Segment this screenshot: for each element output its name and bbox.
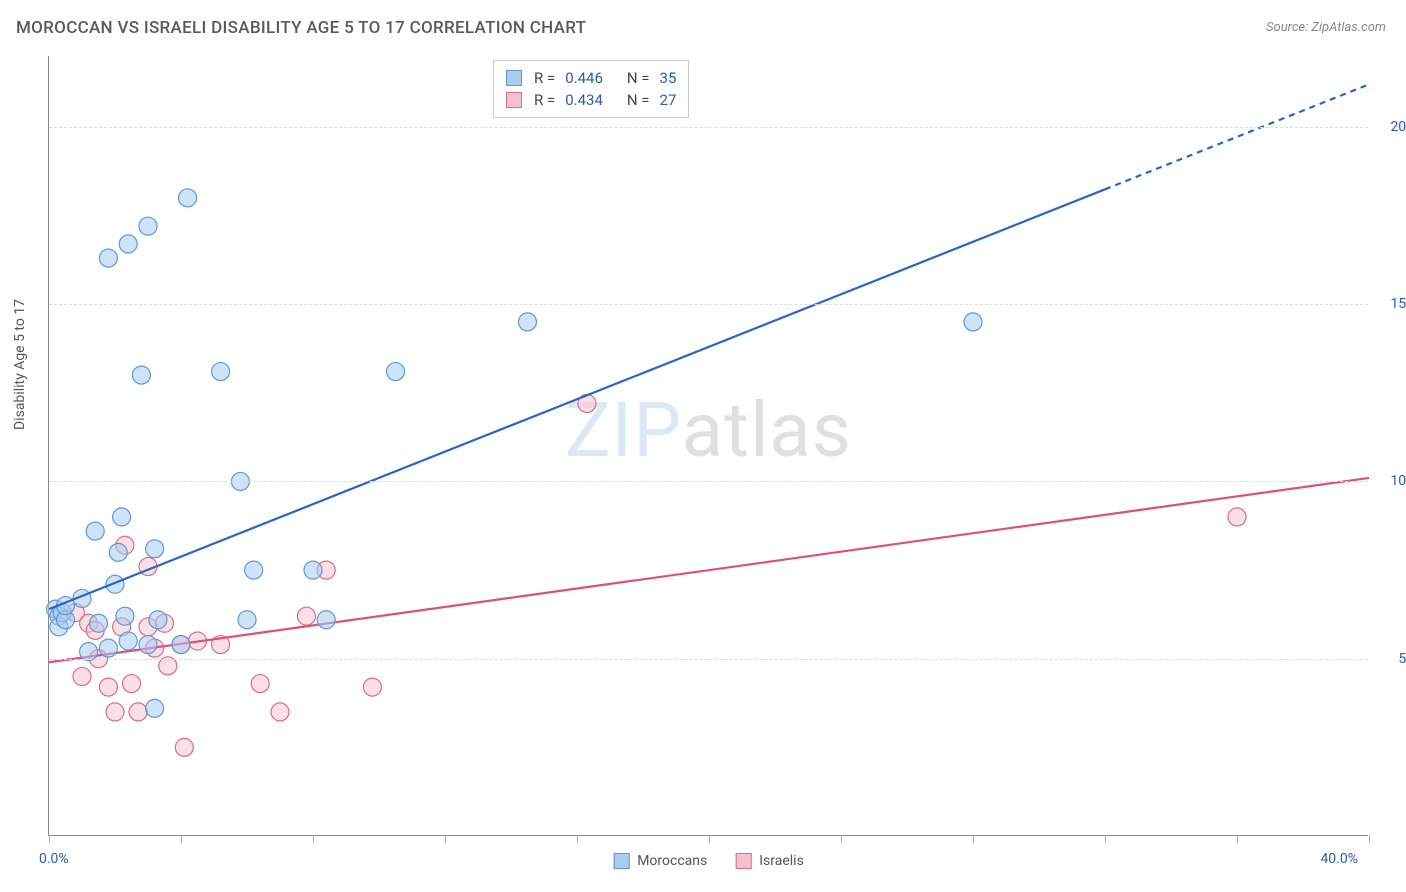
scatter-point: [387, 363, 405, 381]
scatter-point: [139, 636, 157, 654]
scatter-point: [245, 561, 263, 579]
scatter-point: [139, 217, 157, 235]
r-value-israelis: 0.434: [565, 91, 603, 109]
legend-row-israelis: R = 0.434 N = 27: [506, 89, 676, 111]
scatter-point: [212, 363, 230, 381]
x-axis-max-label: 40.0%: [1320, 851, 1358, 867]
legend-item-moroccans: Moroccans: [613, 853, 707, 869]
chart-title: MOROCCAN VS ISRAELI DISABILITY AGE 5 TO …: [16, 18, 586, 38]
scatter-point: [86, 522, 104, 540]
legend-row-moroccans: R = 0.446 N = 35: [506, 67, 676, 89]
scatter-point: [106, 703, 124, 721]
scatter-point: [129, 703, 147, 721]
scatter-point: [90, 614, 108, 632]
scatter-point: [99, 678, 117, 696]
correlation-legend: R = 0.446 N = 35 R = 0.434 N = 27: [493, 60, 689, 118]
n-label: N =: [627, 69, 650, 87]
y-tick-label: 15.0%: [1390, 296, 1406, 312]
x-tick: [577, 835, 578, 843]
y-tick-label: 20.0%: [1390, 119, 1406, 135]
legend-item-israelis: Israelis: [735, 853, 804, 869]
swatch-israelis: [506, 92, 522, 108]
scatter-point: [251, 675, 269, 693]
series-legend: Moroccans Israelis: [613, 853, 804, 869]
scatter-point: [99, 249, 117, 267]
scatter-point: [109, 543, 127, 561]
x-tick: [1369, 835, 1370, 843]
r-label: R =: [534, 91, 555, 109]
scatter-point: [304, 561, 322, 579]
scatter-point: [146, 699, 164, 717]
scatter-point: [119, 235, 137, 253]
swatch-moroccans: [506, 70, 522, 86]
n-value-moroccans: 35: [660, 69, 677, 87]
scatter-point: [175, 738, 193, 756]
source-attribution: Source: ZipAtlas.com: [1266, 20, 1386, 35]
scatter-point: [146, 540, 164, 558]
scatter-point: [363, 678, 381, 696]
x-tick: [973, 835, 974, 843]
trend-line-dashed: [1105, 84, 1369, 189]
legend-label-israelis: Israelis: [759, 853, 804, 869]
plot-area: ZIPatlas R = 0.446 N = 35 R = 0.434 N = …: [48, 56, 1368, 836]
y-axis-label: Disability Age 5 to 17: [12, 299, 28, 430]
x-tick: [181, 835, 182, 843]
scatter-point: [123, 675, 141, 693]
y-tick-label: 10.0%: [1390, 473, 1406, 489]
scatter-point: [238, 611, 256, 629]
legend-label-moroccans: Moroccans: [637, 853, 707, 869]
n-label: N =: [627, 91, 650, 109]
scatter-point: [73, 667, 91, 685]
r-label: R =: [534, 69, 555, 87]
x-tick: [1237, 835, 1238, 843]
scatter-point: [1228, 508, 1246, 526]
scatter-point: [271, 703, 289, 721]
swatch-israelis-bottom: [735, 853, 751, 869]
x-tick: [709, 835, 710, 843]
gridline-h: [49, 659, 1368, 660]
r-value-moroccans: 0.446: [565, 69, 603, 87]
swatch-moroccans-bottom: [613, 853, 629, 869]
gridline-h: [49, 481, 1368, 482]
x-tick: [1105, 835, 1106, 843]
x-tick: [841, 835, 842, 843]
scatter-point: [116, 607, 134, 625]
scatter-point: [179, 189, 197, 207]
scatter-point: [113, 508, 131, 526]
x-tick: [313, 835, 314, 843]
n-value-israelis: 27: [660, 91, 677, 109]
gridline-h: [49, 304, 1368, 305]
gridline-h: [49, 127, 1368, 128]
y-tick-label: 5.0%: [1398, 651, 1406, 667]
x-tick: [445, 835, 446, 843]
scatter-point: [149, 611, 167, 629]
scatter-point: [99, 639, 117, 657]
x-axis-min-label: 0.0%: [39, 851, 69, 867]
scatter-point: [317, 611, 335, 629]
plot-svg: [49, 56, 1368, 835]
scatter-point: [297, 607, 315, 625]
scatter-point: [964, 313, 982, 331]
trend-line: [49, 189, 1105, 609]
scatter-point: [119, 632, 137, 650]
scatter-point: [519, 313, 537, 331]
scatter-point: [172, 636, 190, 654]
x-tick: [49, 835, 50, 843]
chart-container: MOROCCAN VS ISRAELI DISABILITY AGE 5 TO …: [0, 0, 1406, 892]
scatter-point: [132, 366, 150, 384]
